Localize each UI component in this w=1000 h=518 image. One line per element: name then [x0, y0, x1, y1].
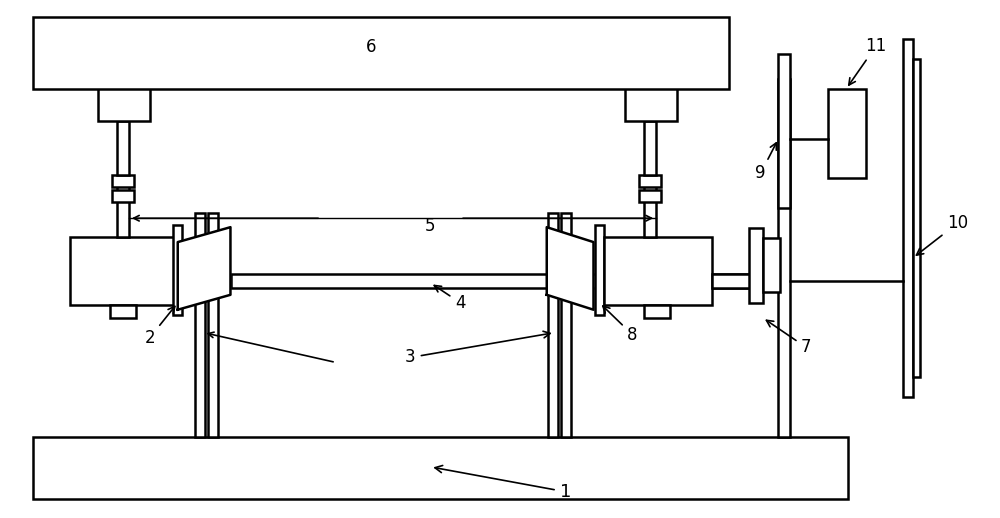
Bar [639, 191, 661, 203]
Bar [112, 191, 134, 203]
Bar [98, 49, 150, 121]
Bar [778, 79, 790, 437]
Bar [828, 89, 866, 178]
Text: 9: 9 [755, 143, 776, 182]
Bar [70, 237, 178, 305]
Bar [595, 225, 604, 315]
Text: 4: 4 [434, 285, 465, 312]
Bar [913, 59, 920, 377]
Text: 7: 7 [766, 320, 812, 356]
Bar [110, 305, 136, 318]
Text: 1: 1 [435, 466, 571, 501]
Bar [749, 228, 763, 303]
Polygon shape [178, 227, 230, 310]
Text: 2: 2 [145, 306, 175, 347]
Text: 3: 3 [405, 331, 550, 366]
Bar [763, 238, 780, 292]
Text: 11: 11 [849, 37, 887, 85]
Bar [117, 121, 129, 176]
Bar [644, 305, 670, 318]
Bar [561, 213, 571, 437]
Bar [639, 176, 661, 188]
Bar [625, 49, 677, 121]
Bar [644, 178, 656, 237]
Bar [195, 213, 205, 437]
Bar [208, 213, 218, 437]
Bar [604, 237, 712, 305]
Bar [33, 437, 848, 499]
Text: 8: 8 [603, 306, 638, 343]
Bar [548, 213, 558, 437]
Bar [33, 17, 729, 89]
Text: 5: 5 [425, 217, 436, 235]
Bar [231, 274, 774, 288]
Text: 6: 6 [365, 38, 376, 56]
Bar [712, 274, 779, 288]
Bar [173, 225, 182, 315]
Polygon shape [547, 227, 593, 310]
Bar [112, 176, 134, 188]
Text: 10: 10 [916, 214, 968, 255]
Bar [117, 178, 129, 237]
Bar [903, 39, 913, 397]
Bar [644, 121, 656, 176]
Bar [778, 54, 790, 208]
